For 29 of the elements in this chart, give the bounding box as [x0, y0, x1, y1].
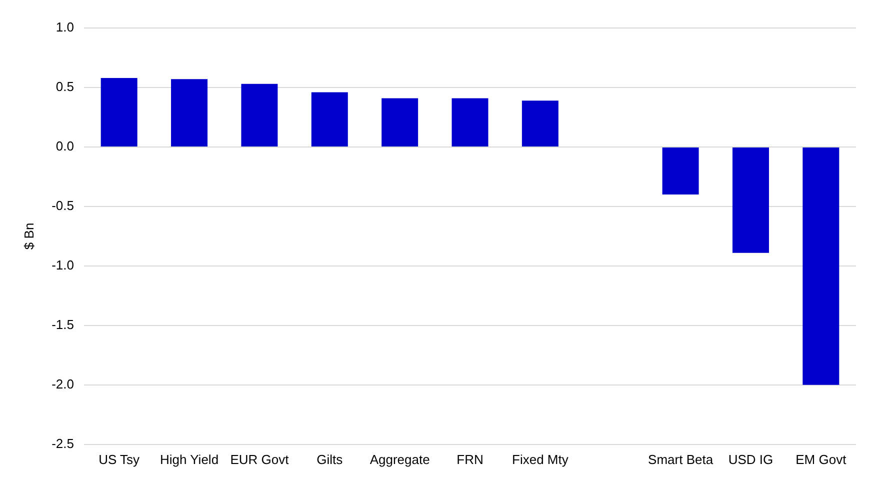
x-tick-label: High Yield: [160, 452, 219, 467]
x-tick-label: Fixed Mty: [512, 452, 569, 467]
x-tick-label: Smart Beta: [648, 452, 714, 467]
x-tick-label: US Tsy: [98, 452, 140, 467]
x-tick-label: USD IG: [728, 452, 774, 467]
bar: [382, 98, 418, 146]
bar: [241, 84, 278, 146]
bar: [522, 100, 558, 146]
y-tick-label: -1.5: [52, 317, 74, 332]
y-axis-title: $ Bn: [21, 222, 36, 250]
bar: [311, 92, 348, 146]
x-tick-label: EM Govt: [796, 452, 847, 467]
x-tick-label: EUR Govt: [230, 452, 290, 467]
y-tick-label: -2.5: [52, 436, 74, 451]
x-tick-label: FRN: [456, 452, 484, 467]
bar: [662, 147, 699, 195]
bar: [732, 147, 769, 253]
y-tick-label: 0.5: [56, 79, 74, 94]
x-tick-label: Gilts: [316, 452, 344, 467]
y-tick-label: -0.5: [52, 198, 74, 214]
bar: [452, 98, 488, 146]
bar: [171, 79, 208, 146]
y-tick-label: 1.0: [56, 20, 74, 35]
bar: [802, 147, 840, 385]
x-tick-label: Aggregate: [370, 452, 430, 467]
y-tick-label: -1.0: [52, 258, 74, 273]
y-tick-label: -2.0: [52, 376, 74, 392]
bar: [100, 78, 138, 146]
y-tick-label: 0.0: [56, 138, 74, 154]
